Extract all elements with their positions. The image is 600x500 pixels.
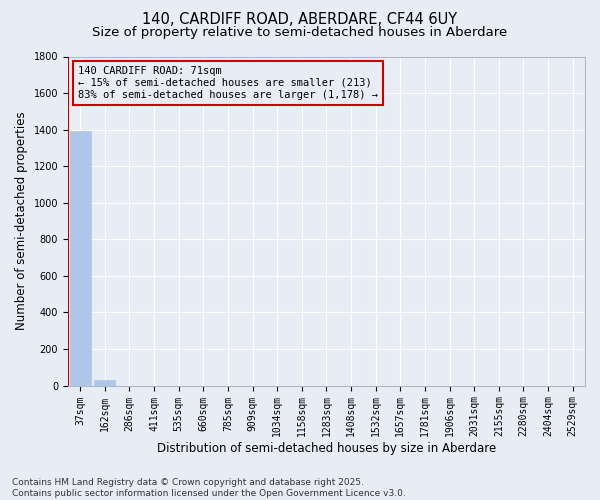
Y-axis label: Number of semi-detached properties: Number of semi-detached properties	[15, 112, 28, 330]
Text: Size of property relative to semi-detached houses in Aberdare: Size of property relative to semi-detach…	[92, 26, 508, 39]
X-axis label: Distribution of semi-detached houses by size in Aberdare: Distribution of semi-detached houses by …	[157, 442, 496, 455]
Text: Contains HM Land Registry data © Crown copyright and database right 2025.
Contai: Contains HM Land Registry data © Crown c…	[12, 478, 406, 498]
Bar	[94, 380, 115, 386]
Bar	[70, 132, 91, 386]
Text: 140, CARDIFF ROAD, ABERDARE, CF44 6UY: 140, CARDIFF ROAD, ABERDARE, CF44 6UY	[142, 12, 458, 28]
Text: 140 CARDIFF ROAD: 71sqm
← 15% of semi-detached houses are smaller (213)
83% of s: 140 CARDIFF ROAD: 71sqm ← 15% of semi-de…	[78, 66, 378, 100]
